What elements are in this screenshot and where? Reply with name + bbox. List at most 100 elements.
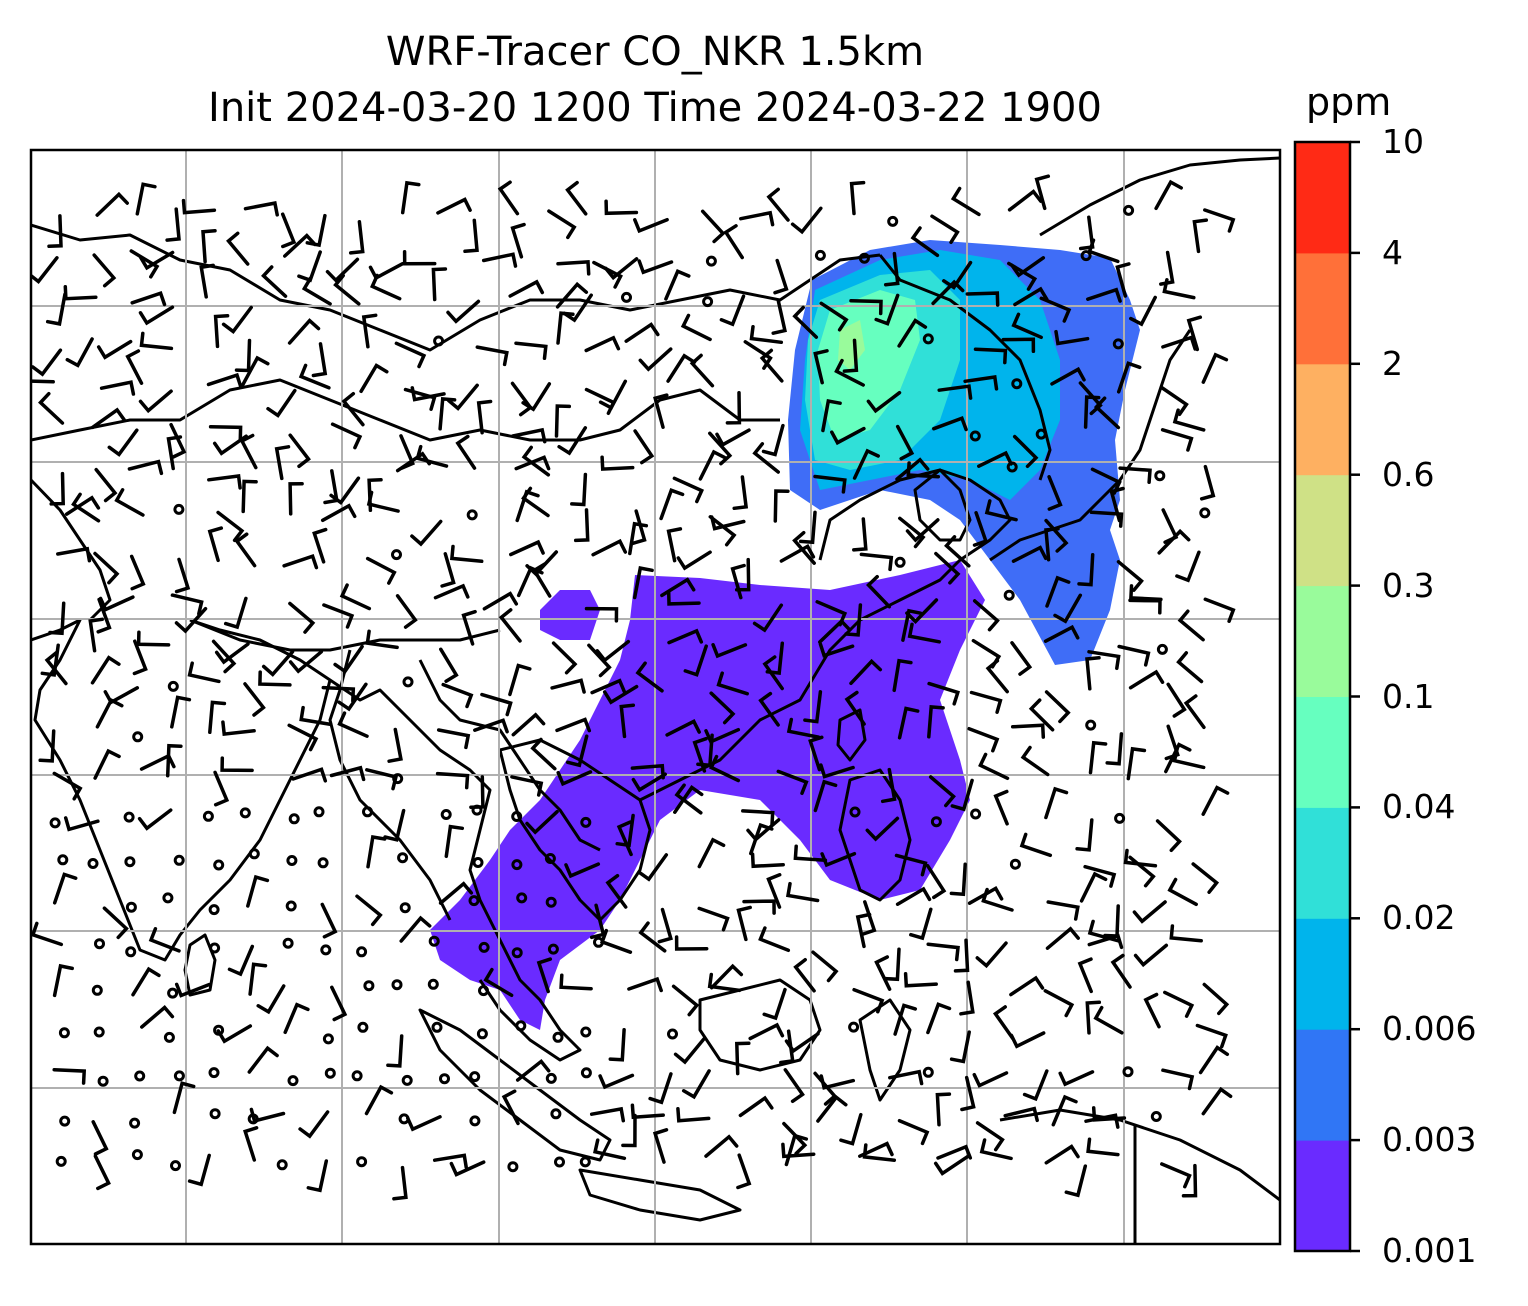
calm-wind-marker xyxy=(468,895,480,907)
wind-barb xyxy=(298,1110,330,1139)
wind-barb xyxy=(169,422,187,459)
border-china-mongolia xyxy=(31,223,881,352)
wind-barb xyxy=(446,299,481,324)
wind-barb xyxy=(734,557,751,592)
wind-barb xyxy=(1044,527,1060,562)
wind-barb xyxy=(785,881,820,903)
wind-barb xyxy=(697,906,730,932)
wind-barb xyxy=(1009,975,1045,997)
calm-wind-marker xyxy=(313,806,325,818)
wind-barbs xyxy=(31,174,1236,1201)
border-china-russia-east xyxy=(878,254,1052,481)
wind-barb xyxy=(406,1115,442,1132)
wind-barb xyxy=(784,1133,809,1167)
wind-barb xyxy=(481,252,518,268)
wind-barb xyxy=(483,967,514,998)
colorbar-segment xyxy=(1295,363,1350,476)
wind-barb xyxy=(480,692,513,717)
wind-barb xyxy=(842,338,859,373)
wind-barb xyxy=(709,691,736,725)
wind-barb xyxy=(283,1002,310,1035)
wind-barb xyxy=(888,1069,924,1086)
wind-barb xyxy=(681,1069,711,1100)
wind-barb xyxy=(818,642,855,658)
wind-barb xyxy=(762,987,787,1021)
wind-barb xyxy=(1199,464,1216,501)
wind-barb xyxy=(256,984,286,1015)
calm-wind-marker xyxy=(440,809,452,820)
calm-wind-marker xyxy=(515,1020,527,1032)
calm-wind-marker xyxy=(545,1072,557,1084)
wind-barb xyxy=(959,980,975,1016)
wind-barb xyxy=(981,887,1014,912)
wind-barb xyxy=(993,789,1009,826)
coastline-india xyxy=(31,618,332,962)
wind-barb xyxy=(130,290,167,307)
calm-wind-marker xyxy=(288,813,300,825)
wind-barb xyxy=(555,717,592,733)
wind-barb xyxy=(773,258,789,295)
wind-barb xyxy=(793,844,828,862)
wind-barb xyxy=(1058,1070,1095,1087)
coastline-borneo xyxy=(698,978,822,1072)
wind-barb xyxy=(1128,669,1165,690)
colorbar-segment xyxy=(1295,142,1350,254)
plume-northeast-light xyxy=(838,320,865,370)
wind-barb xyxy=(333,644,364,674)
wind-barb xyxy=(301,276,332,306)
wind-barb xyxy=(897,318,928,348)
wind-barb xyxy=(803,690,823,724)
wind-barb xyxy=(584,606,619,623)
calm-wind-marker xyxy=(399,902,411,914)
coastline-java xyxy=(578,1168,742,1222)
calm-wind-marker xyxy=(511,859,523,871)
calm-wind-marker xyxy=(1085,719,1097,731)
wind-barb xyxy=(91,1120,109,1156)
wind-barb xyxy=(96,597,112,634)
calm-wind-marker xyxy=(124,856,136,868)
wind-barb xyxy=(1163,990,1195,1018)
wind-barb xyxy=(565,734,589,768)
wind-barb xyxy=(95,697,124,729)
wind-barb xyxy=(779,544,816,563)
wind-barb xyxy=(1093,1005,1124,1035)
wind-barb xyxy=(514,455,551,471)
wind-barb xyxy=(95,191,129,217)
calm-wind-marker xyxy=(392,773,404,785)
wind-barb xyxy=(435,771,470,790)
wind-barb xyxy=(615,813,635,848)
calm-wind-marker xyxy=(1006,461,1018,473)
wind-barb xyxy=(759,348,784,383)
coastline-sumatra xyxy=(418,1008,612,1162)
wind-barb xyxy=(598,379,628,411)
wind-barb xyxy=(364,1084,394,1116)
colorbar-segment xyxy=(1295,1029,1350,1141)
wind-barb xyxy=(322,603,355,629)
wind-barb xyxy=(672,476,705,504)
wind-barb xyxy=(246,874,270,908)
wind-barb xyxy=(660,577,696,598)
wind-barb xyxy=(132,639,148,676)
wind-barb xyxy=(975,1121,1005,1152)
wind-barb xyxy=(866,574,892,609)
wind-barb xyxy=(312,527,328,564)
wind-barb xyxy=(280,212,297,249)
calm-wind-marker xyxy=(173,854,185,866)
wind-barb xyxy=(1078,381,1103,416)
wind-barb xyxy=(1050,366,1086,386)
calm-wind-marker xyxy=(163,1031,175,1043)
wind-barb xyxy=(741,809,775,827)
wind-barb xyxy=(667,628,704,645)
colorbar-tick-label: 0.3 xyxy=(1382,565,1435,605)
calm-wind-marker xyxy=(213,859,225,871)
calm-wind-marker xyxy=(276,1159,288,1171)
wind-barb xyxy=(410,386,446,402)
wind-barb xyxy=(1044,690,1071,724)
wind-barb xyxy=(98,595,135,612)
wind-barb xyxy=(1186,315,1203,352)
colorbar-segment xyxy=(1295,696,1350,808)
wind-barb xyxy=(525,809,559,835)
wind-barb xyxy=(138,389,173,414)
wind-barb xyxy=(170,695,192,729)
wind-barb xyxy=(692,736,708,773)
